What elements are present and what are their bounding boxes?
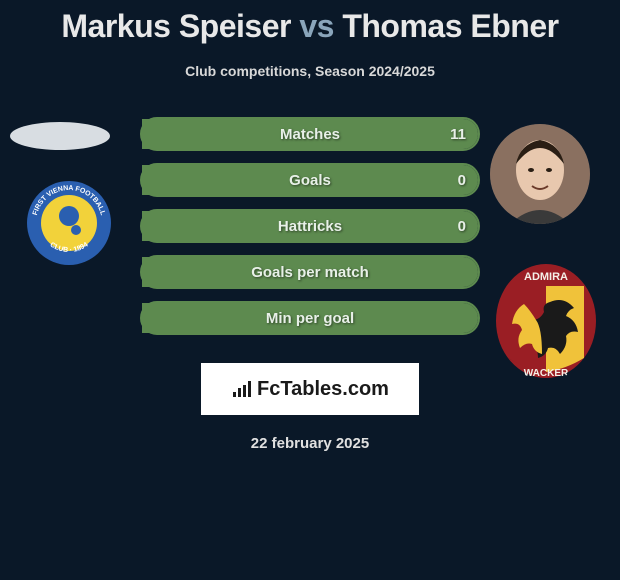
player2-avatar (490, 124, 590, 224)
stat-value-right: 11 (450, 126, 466, 143)
brand-chart-icon (231, 380, 253, 398)
stat-row-goals: Goals 0 (140, 163, 480, 197)
player2-club-badge: ADMIRA WACKER (494, 262, 598, 380)
player1-name: Markus Speiser (61, 8, 291, 44)
stat-value-right: 0 (458, 218, 466, 235)
stat-row-min-per-goal: Min per goal (140, 301, 480, 335)
svg-text:WACKER: WACKER (524, 368, 569, 379)
stat-label: Goals (142, 172, 478, 189)
stat-label: Hattricks (142, 218, 478, 235)
stat-row-hattricks: Hattricks 0 (140, 209, 480, 243)
stat-value-right: 0 (458, 172, 466, 189)
player2-name: Thomas Ebner (342, 8, 558, 44)
brand-box: FcTables.com (201, 363, 419, 415)
stat-label: Goals per match (142, 264, 478, 281)
player1-avatar (10, 122, 110, 150)
brand-suffix: Tables.com (280, 378, 389, 400)
svg-text:ADMIRA: ADMIRA (524, 271, 568, 283)
stat-label: Matches (142, 126, 478, 143)
comparison-title: Markus Speiser vs Thomas Ebner (0, 0, 620, 45)
stat-row-goals-per-match: Goals per match (140, 255, 480, 289)
player1-club-badge: FIRST VIENNA FOOTBALL CLUB · 1894 (24, 178, 114, 268)
brand-text: FcTables.com (257, 378, 389, 401)
subtitle: Club competitions, Season 2024/2025 (0, 63, 620, 79)
stat-label: Min per goal (142, 310, 478, 327)
date-text: 22 february 2025 (0, 435, 620, 452)
vs-label: vs (299, 8, 334, 44)
stat-row-matches: Matches 11 (140, 117, 480, 151)
brand-prefix: Fc (257, 378, 280, 400)
